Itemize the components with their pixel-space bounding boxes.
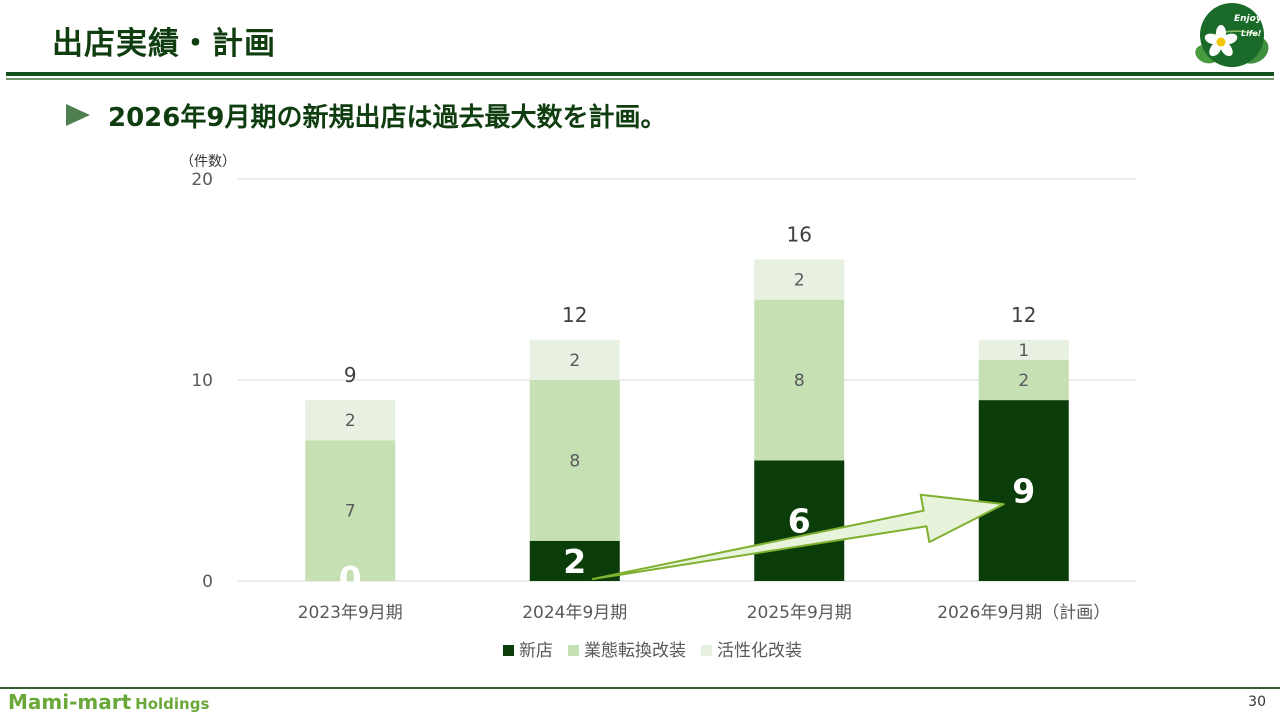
bar-segment (754, 299, 845, 461)
bar-segment (305, 400, 396, 441)
logo-graphic: Enjoy Life! (1195, 3, 1269, 67)
legend-swatch (568, 645, 579, 656)
new-store-value-label: 0 (339, 559, 362, 598)
legend-label: 活性化改装 (717, 641, 802, 661)
total-label: 12 (562, 303, 587, 327)
y-tick-label: 0 (202, 572, 213, 592)
bar-segment (754, 460, 845, 581)
x-tick-label: 2024年9月期 (522, 603, 627, 623)
x-tick-label: 2026年9月期（計画） (937, 603, 1110, 623)
segment-value-label: 8 (569, 451, 580, 471)
y-tick-label: 20 (191, 170, 213, 190)
bar-segment (754, 259, 845, 300)
segment-value-label: 2 (345, 411, 356, 431)
bar-segment (529, 540, 620, 581)
bar-segment (529, 380, 620, 541)
logo-text-enjoy: Enjoy (1234, 14, 1263, 24)
brand-holdings: Holdings (135, 695, 210, 713)
bar-segment (978, 339, 1069, 360)
legend-swatch (701, 645, 712, 656)
logo-text-life: Life! (1241, 29, 1262, 38)
brand-name: Mami-mart (8, 690, 132, 714)
x-tick-label: 2025年9月期 (747, 603, 852, 623)
new-store-value-label: 2 (563, 542, 586, 581)
headline: 2026年9月期の新規出店は過去最大数を計画。 (108, 103, 667, 133)
segment-value-label: 8 (794, 371, 805, 391)
y-tick-label: 10 (191, 371, 213, 391)
footer-rule (0, 687, 1280, 689)
segment-value-label: 2 (569, 351, 580, 371)
page-number: 30 (1248, 694, 1266, 710)
bar-segment (978, 400, 1069, 581)
total-label: 12 (1011, 303, 1036, 327)
x-tick-label: 2023年9月期 (298, 603, 403, 623)
segment-value-label: 2 (1018, 371, 1029, 391)
new-store-value-label: 9 (1012, 472, 1035, 511)
legend-label: 業態転換改装 (584, 641, 686, 661)
bullet-arrow-icon (66, 104, 90, 126)
segment-value-label: 2 (794, 271, 805, 291)
new-store-value-label: 6 (788, 502, 811, 541)
growth-arrow (591, 493, 1005, 580)
segment-value-label: 7 (345, 502, 356, 522)
total-label: 9 (344, 363, 357, 387)
bar-segment (305, 440, 396, 581)
stacked-bar-chart: 01020（件数）92023年9月期122024年9月期162025年9月期12… (180, 154, 1136, 661)
legend-label: 新店 (519, 641, 553, 661)
header-rule-thin (6, 78, 1274, 80)
enjoy-life-logo: Enjoy Life! (1193, 2, 1271, 72)
brand-logo: Mami-mart Holdings (8, 690, 209, 714)
total-label: 16 (787, 222, 812, 246)
legend-swatch (503, 645, 514, 656)
header-rule (6, 72, 1274, 76)
segment-value-label: 1 (1018, 341, 1029, 361)
y-axis-unit-label: （件数） (180, 154, 236, 170)
page-title: 出店実績・計画 (52, 26, 276, 62)
bar-segment (529, 339, 620, 380)
bar-segment (978, 359, 1069, 401)
